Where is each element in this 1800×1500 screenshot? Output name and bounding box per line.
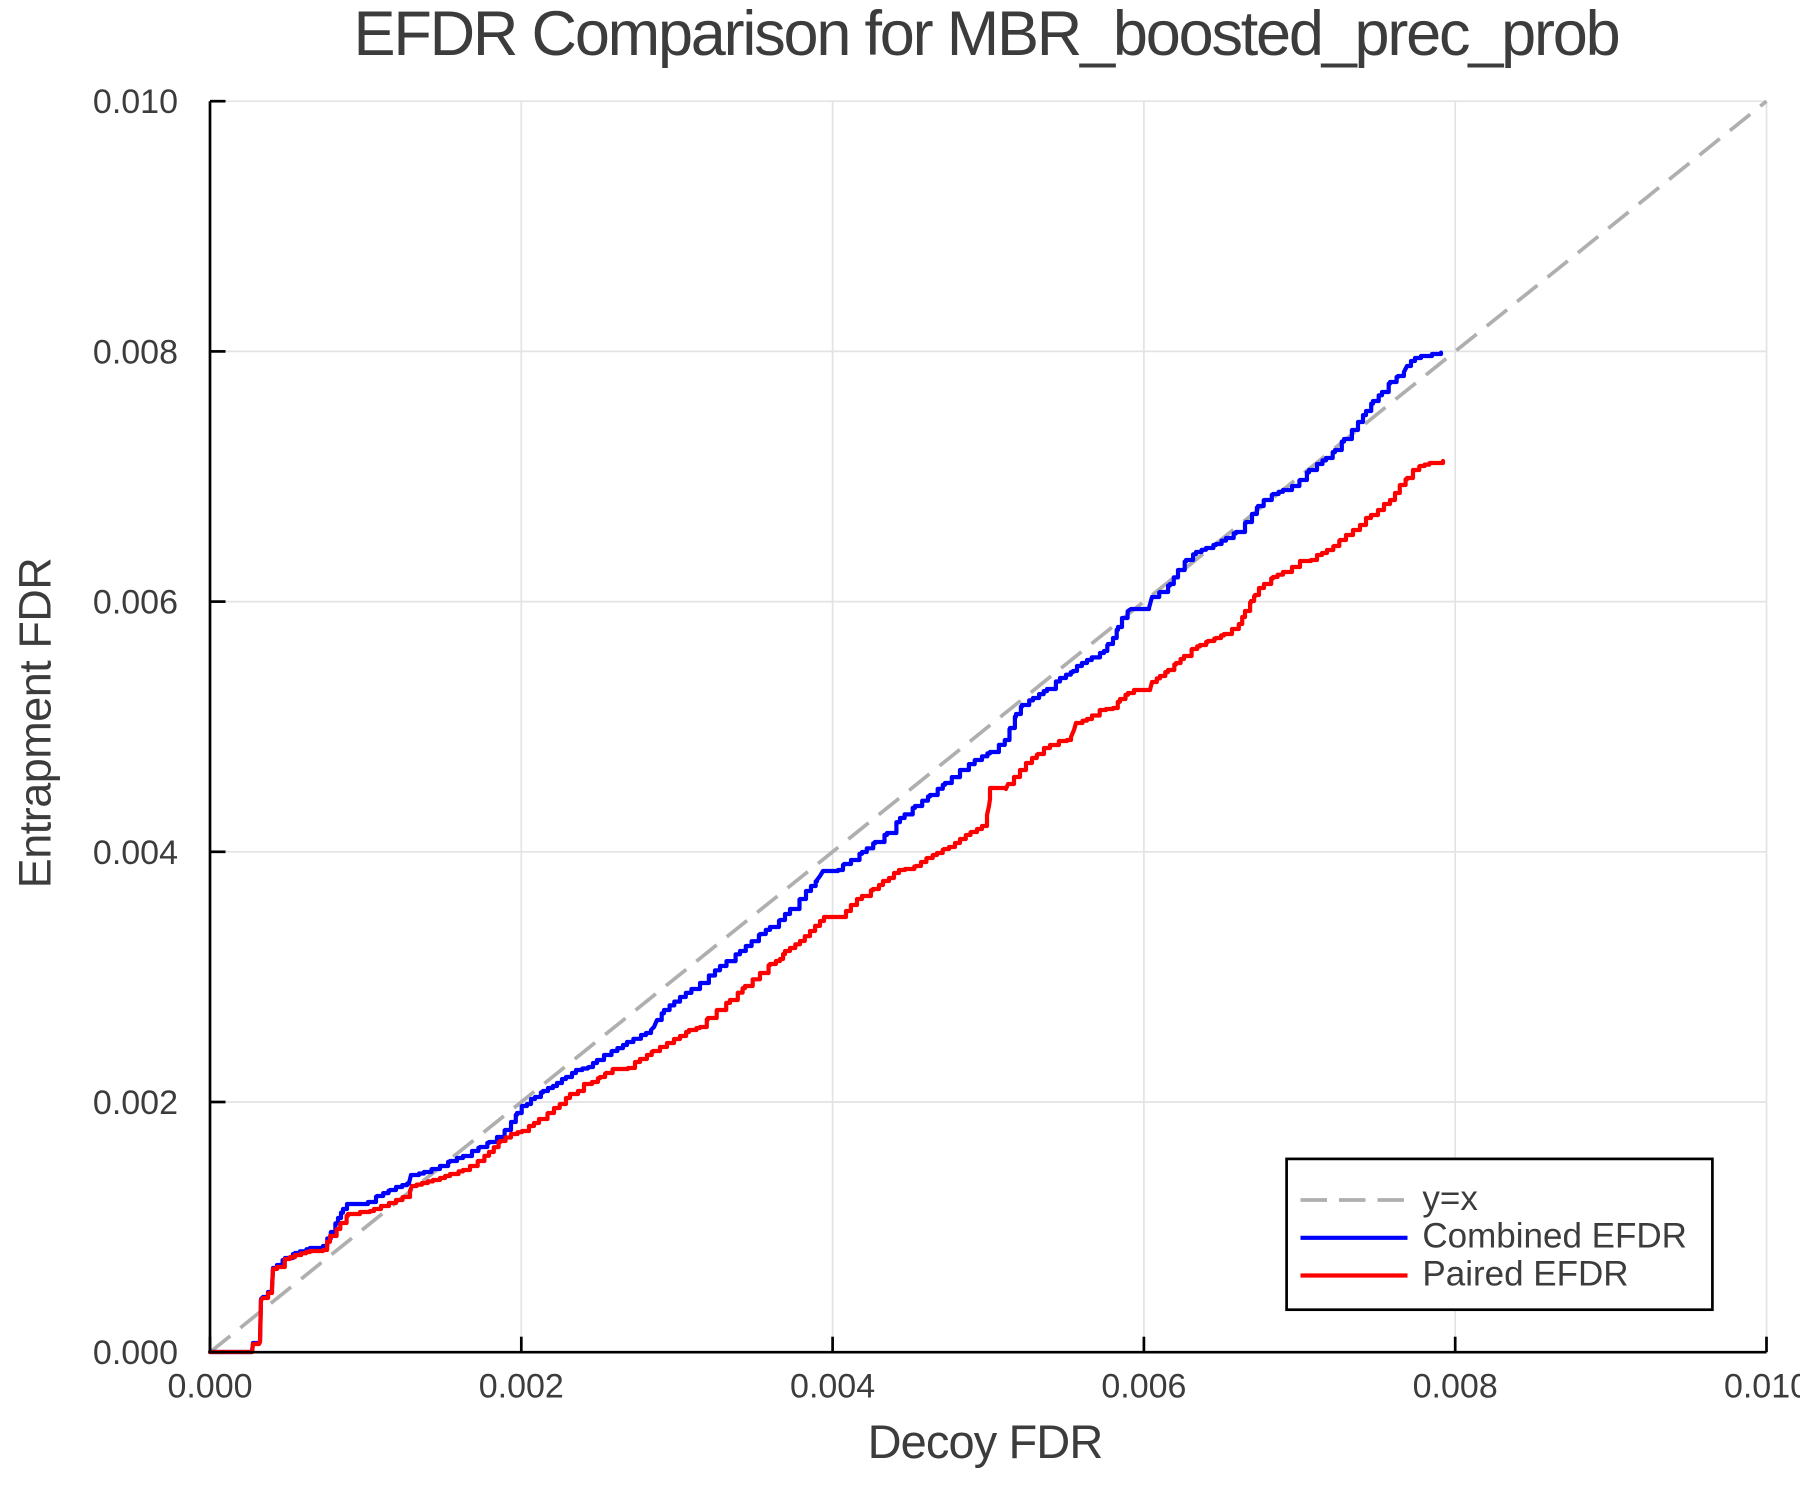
- svg-text:0.006: 0.006: [93, 584, 178, 622]
- svg-text:0.010: 0.010: [93, 83, 178, 121]
- svg-text:0.004: 0.004: [790, 1368, 875, 1406]
- svg-text:0.008: 0.008: [93, 333, 178, 371]
- svg-text:0.006: 0.006: [1101, 1368, 1186, 1406]
- svg-text:0.002: 0.002: [479, 1368, 564, 1406]
- svg-text:Paired EFDR: Paired EFDR: [1422, 1255, 1628, 1294]
- svg-text:0.002: 0.002: [93, 1084, 178, 1122]
- svg-text:Decoy FDR: Decoy FDR: [868, 1415, 1103, 1468]
- svg-text:Combined EFDR: Combined EFDR: [1422, 1217, 1687, 1256]
- svg-text:0.004: 0.004: [93, 834, 178, 872]
- svg-text:0.010: 0.010: [1724, 1368, 1800, 1406]
- svg-text:0.000: 0.000: [93, 1334, 178, 1372]
- svg-text:0.000: 0.000: [167, 1368, 252, 1406]
- svg-text:EFDR Comparison for MBR_booste: EFDR Comparison for MBR_boosted_prec_pro…: [354, 0, 1619, 69]
- svg-text:y=x: y=x: [1422, 1179, 1478, 1218]
- svg-text:Entrapment FDR: Entrapment FDR: [10, 558, 61, 889]
- svg-text:0.008: 0.008: [1413, 1368, 1498, 1406]
